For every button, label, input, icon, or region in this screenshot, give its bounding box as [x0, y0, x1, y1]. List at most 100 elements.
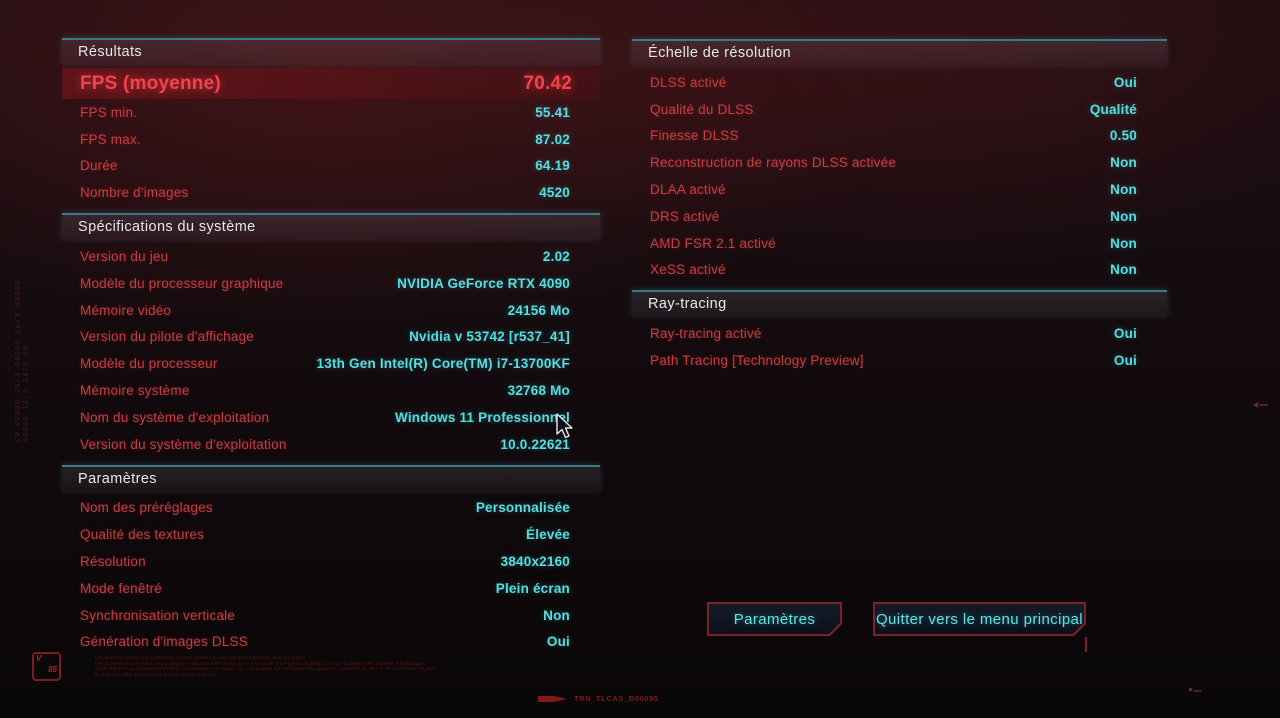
stats-section: Paramètres Nom des préréglages Personnalis… [62, 464, 600, 656]
version-badge-letter: V [36, 654, 42, 663]
legal-fine-print: Les données servies sur ce terminal ne s… [95, 655, 435, 677]
stat-row: Ray-tracing activé Oui [632, 320, 1167, 347]
section-header: Ray-tracing [632, 290, 1167, 318]
stat-row: Mémoire système 32768 Mo [62, 377, 600, 404]
stat-label: Mémoire système [80, 383, 190, 399]
section-header: Spécifications du système [62, 213, 600, 241]
stat-value: Non [1110, 235, 1137, 251]
stat-row: Résolution 3840x2160 [62, 548, 600, 575]
stats-section: Échelle de résolution DLSS activé Oui Quali… [632, 39, 1167, 283]
stat-row: FPS max. 87.02 [62, 126, 600, 153]
section-header: Échelle de résolution [632, 39, 1167, 66]
stat-row: Version du jeu 2.02 [62, 243, 600, 270]
stat-row: XeSS activé Non [632, 257, 1167, 284]
stat-label: FPS min. [80, 104, 138, 120]
stat-label: Synchronisation verticale [80, 607, 236, 623]
quit-to-main-menu-button[interactable]: Quitter vers le menu principal [873, 602, 1087, 652]
stat-row: Finesse DLSS 0.50 [632, 123, 1167, 150]
stat-value: Oui [1113, 326, 1137, 342]
stat-label: Path Tracing [Technology Preview] [650, 353, 864, 369]
stat-value: Nvidia v 53742 [r537_41] [409, 329, 570, 345]
stats-section: Ray-tracing Ray-tracing activé Oui Path Tra… [632, 290, 1167, 374]
settings-button-label[interactable]: Paramètres [709, 604, 840, 634]
version-badge: V 85 [32, 652, 61, 681]
stat-row: Génération d'images DLSS Oui [62, 629, 600, 656]
stat-label: Reconstruction de rayons DLSS activée [650, 155, 897, 171]
mouse-cursor-icon [556, 413, 573, 439]
stat-row: Qualité des textures Élevée [62, 521, 600, 548]
stat-row: Mémoire vidéo 24156 Mo [62, 297, 600, 324]
stat-label: Durée [80, 158, 118, 174]
stat-row: Modèle du processeur graphique NVIDIA GeF… [62, 270, 600, 297]
stat-label: FPS max. [80, 131, 141, 147]
legal-line: Conformément au règlement 22/830 de la C… [95, 666, 435, 672]
transaction-code-area: TRN_TLCAS_B00095 [538, 694, 659, 703]
stat-row: FPS (moyenne) 70.42 [62, 68, 600, 99]
stat-value: Personnalisée [475, 500, 570, 516]
stat-row: Nom des préréglages Personnalisée [62, 495, 600, 522]
section-header: Paramètres [62, 464, 600, 492]
stat-value: 55.41 [535, 104, 570, 120]
transaction-code: TRN_TLCAS_B00095 [574, 694, 659, 703]
legal-line: Vos données personnelles sont protégées … [95, 660, 425, 666]
stat-value: Non [1110, 155, 1137, 171]
stat-row: Mode fenêtré Plein écran [62, 575, 600, 602]
stat-row: DRS activé Non [632, 203, 1167, 230]
stat-label: Qualité des textures [80, 527, 205, 543]
stat-value: Non [1110, 208, 1137, 224]
stat-label: Version du jeu [80, 249, 169, 265]
stat-label: Qualité du DLSS [650, 101, 754, 117]
stat-value: 32768 Mo [507, 383, 570, 399]
results-panel: Résultats FPS (moyenne) 70.42 FPS min. 55.41… [62, 38, 600, 662]
stat-label: Modèle du processeur graphique [80, 275, 284, 291]
stat-value: Oui [1113, 353, 1137, 369]
stat-label: FPS (moyenne) [80, 72, 221, 94]
stat-value: NVIDIA GeForce RTX 4090 [397, 275, 570, 291]
stat-row: Version du système d'exploitation 10.0.22… [62, 431, 600, 458]
stat-value: 3840x2160 [500, 554, 570, 570]
legal-line: Les données servies sur ce terminal ne s… [95, 655, 305, 660]
glitch-marker-icon [1253, 402, 1268, 408]
stat-label: Nombre d'images [80, 185, 189, 201]
stat-label: Génération d'images DLSS [80, 634, 248, 650]
stat-row: AMD FSR 2.1 activé Non [632, 230, 1167, 257]
version-badge-number: 85 [48, 665, 57, 674]
stat-value: 2.02 [542, 249, 570, 265]
stat-value: Qualité [1089, 101, 1137, 117]
stat-value: 87.02 [535, 131, 570, 147]
stat-value: Non [1110, 182, 1137, 198]
stat-value: 24156 Mo [507, 302, 570, 318]
stat-label: DLSS activé [650, 74, 727, 90]
section-header: Résultats [62, 38, 600, 65]
stat-row: Durée 64.19 [62, 153, 600, 180]
stats-section: Spécifications du système Version du jeu 2… [62, 213, 600, 457]
stat-row: FPS min. 55.41 [62, 99, 600, 126]
stat-value: 70.42 [523, 72, 572, 94]
stat-row: Reconstruction de rayons DLSS activée Non [632, 149, 1167, 176]
stat-value: 0.50 [1109, 128, 1137, 144]
glitch-marker-icon [1189, 688, 1202, 692]
stat-label: Version du système d'exploitation [80, 436, 287, 452]
stat-value: 4520 [539, 185, 570, 201]
stat-label: Ray-tracing activé [650, 326, 762, 342]
stat-label: DRS activé [650, 208, 720, 224]
stat-row: DLAA activé Non [632, 176, 1167, 203]
stat-value: Élevée [526, 527, 570, 543]
stat-row: Nombre d'images 4520 [62, 179, 600, 206]
stat-row: Synchronisation verticale Non [62, 602, 600, 629]
stat-row: Qualité du DLSS Qualité [632, 96, 1167, 123]
stat-value: 13th Gen Intel(R) Core(TM) i7-13700KF [316, 356, 570, 372]
stat-value: Oui [546, 634, 570, 650]
stats-section: Résultats FPS (moyenne) 70.42 FPS min. 55.41… [62, 38, 600, 206]
stat-label: Mode fenêtré [80, 580, 162, 596]
quit-button-label[interactable]: Quitter vers le menu principal [875, 604, 1084, 634]
stat-label: Nom des préréglages [80, 500, 213, 516]
stat-label: Version du pilote d'affichage [80, 329, 255, 345]
stat-row: DLSS activé Oui [632, 69, 1167, 96]
settings-button[interactable]: Paramètres [707, 602, 842, 636]
stat-row: Version du pilote d'affichage Nvidia v 53… [62, 324, 600, 351]
stat-label: Résolution [80, 554, 146, 570]
stat-row: Path Tracing [Technology Preview] Oui [632, 347, 1167, 374]
stat-value: Windows 11 Professionnel [395, 409, 570, 425]
